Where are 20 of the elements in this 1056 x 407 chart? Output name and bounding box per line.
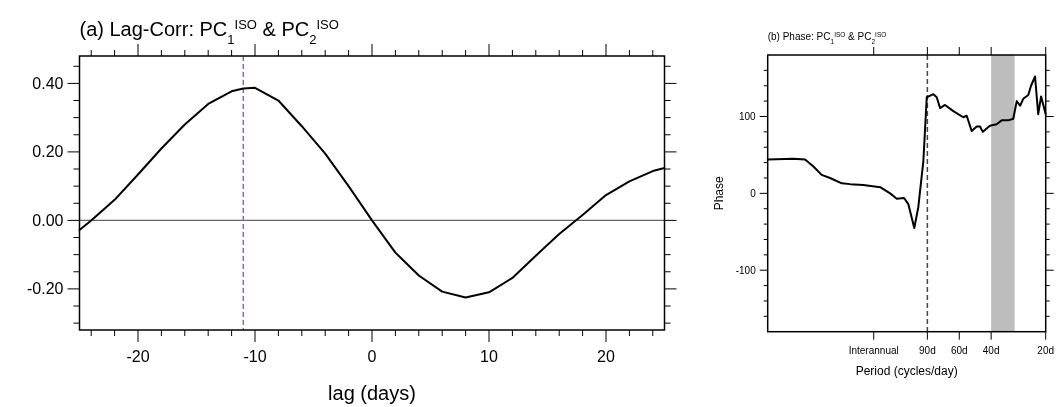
y-tick-label: -100: [735, 264, 757, 276]
x-tick-label: 60d: [950, 344, 968, 356]
x-tick-label: Interannual: [848, 344, 899, 356]
x-tick-label: 90d: [919, 344, 936, 356]
y-tick-label: 0: [750, 187, 757, 199]
x-tick-label: -20: [126, 348, 150, 365]
y-tick-label: 0.40: [32, 74, 64, 92]
y-axis-title: Phase: [711, 176, 726, 211]
y-tick-label: -0.20: [27, 280, 64, 298]
x-tick-label: -10: [243, 348, 267, 365]
y-tick-label: 0.20: [32, 143, 64, 161]
x-axis-title: Period (cycles/day): [855, 364, 958, 378]
x-tick-label: 40d: [982, 344, 1000, 356]
x-tick-label: 0: [367, 348, 377, 365]
x-tick-label: 20: [597, 348, 615, 365]
x-tick-label: 10: [480, 348, 498, 365]
y-tick-label: 100: [739, 110, 757, 122]
y-tick-label: 0.00: [32, 211, 64, 229]
x-tick-label: 20d: [1037, 344, 1055, 356]
x-axis-title: lag (days): [328, 382, 416, 404]
